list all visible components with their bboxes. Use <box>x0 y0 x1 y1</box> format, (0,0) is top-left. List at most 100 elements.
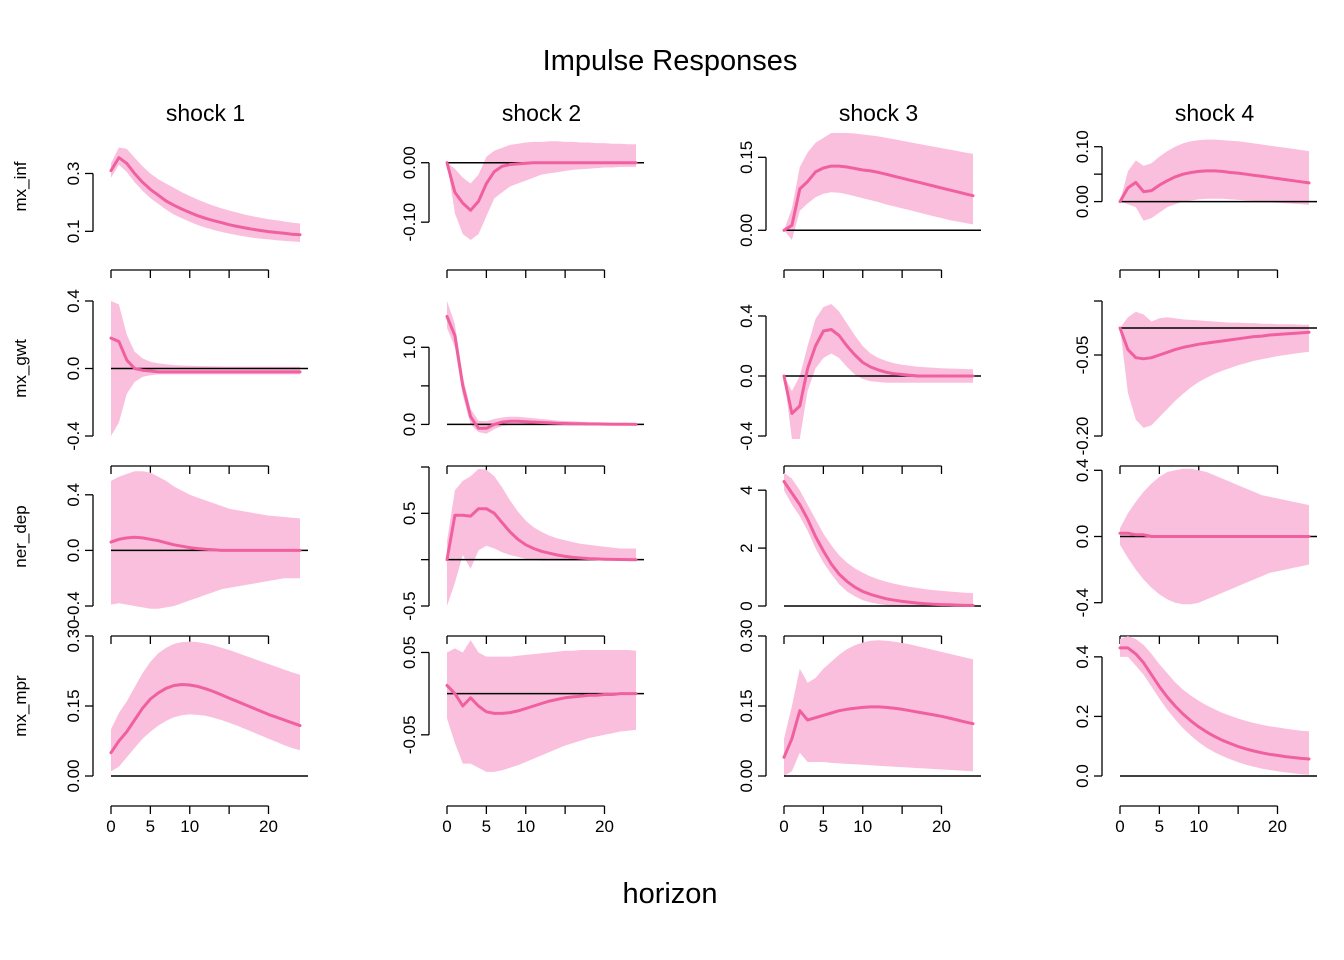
x-tick-label: 20 <box>1268 817 1287 836</box>
confidence-band <box>784 472 973 606</box>
y-tick-label: 2 <box>737 543 756 552</box>
panel: -0.4 0.0 0.4 <box>737 304 981 474</box>
confidence-band <box>447 301 636 434</box>
y-tick-label: -0.4 <box>1073 588 1092 617</box>
x-tick-label: 0 <box>442 817 451 836</box>
x-tick-label: 0 <box>1115 817 1124 836</box>
y-tick-label: 0.30 <box>737 619 756 652</box>
median-response-line <box>782 164 975 232</box>
median-response-line <box>1118 531 1311 538</box>
confidence-band <box>1120 636 1309 775</box>
panel-grid: 0.10.3-0.100.000.000.150.000.10-0.40.00.… <box>64 130 1317 836</box>
y-tick-label: -0.10 <box>400 203 419 242</box>
y-tick-label: 0.2 <box>1073 705 1092 729</box>
variable-label: mx_gwt <box>11 339 30 398</box>
y-tick-label: 0.15 <box>64 689 83 722</box>
panel: 0 2 4 <box>737 472 981 644</box>
panel: 0.00 0.10 <box>1073 130 1317 278</box>
panel: 0.00 0.15 0.30 0 5 10 20 <box>737 619 981 836</box>
confidence-band <box>1120 311 1309 428</box>
y-tick-label: 0.4 <box>1073 645 1092 669</box>
median-response-line <box>445 161 638 212</box>
median-response-line <box>1118 326 1311 361</box>
panel: -0.4 0.0 0.4 <box>64 471 308 644</box>
panel: 0.0 1.0 <box>400 301 644 474</box>
y-tick-label: 0.00 <box>400 146 419 179</box>
x-tick-label: 20 <box>259 817 278 836</box>
confidence-band <box>111 641 300 772</box>
x-tick-label: 10 <box>1189 817 1208 836</box>
y-tick-label: 0.00 <box>737 759 756 792</box>
y-tick-label: 0.15 <box>737 689 756 722</box>
median-response-line <box>782 705 975 759</box>
x-tick-label: 5 <box>819 817 828 836</box>
y-tick-label: 0.5 <box>400 502 419 526</box>
y-tick-label: 0.0 <box>1073 525 1092 549</box>
y-tick-label: 0.0 <box>737 364 756 388</box>
x-tick-label: 10 <box>516 817 535 836</box>
y-tick-label: 0.4 <box>737 304 756 328</box>
y-tick-label: 0.4 <box>1073 458 1092 482</box>
y-tick-label: -0.4 <box>737 421 756 450</box>
y-tick-label: 0.3 <box>64 162 83 186</box>
median-response-line <box>445 683 638 715</box>
panel: -0.4 0.0 0.4 <box>1073 458 1317 644</box>
median-response-line <box>109 156 302 237</box>
y-tick-label: 1.0 <box>400 335 419 359</box>
median-response-line <box>1118 646 1311 761</box>
y-tick-label: 0.0 <box>64 539 83 563</box>
variable-label: mx_mpr <box>11 675 30 737</box>
confidence-band <box>447 468 636 606</box>
x-tick-label: 20 <box>932 817 951 836</box>
median-response-line <box>109 336 302 374</box>
median-response-line <box>445 314 638 430</box>
variable-label: ner_dep <box>11 505 30 567</box>
panel: -0.20 -0.05 <box>1073 300 1317 474</box>
shock-title: shock 2 <box>502 100 581 126</box>
y-tick-label: 0.30 <box>64 619 83 652</box>
shock-title: shock 1 <box>166 100 245 126</box>
y-tick-label: 0.4 <box>64 289 83 313</box>
confidence-band <box>784 133 973 240</box>
panel: -0.05 0.05 0 5 10 20 <box>400 636 644 836</box>
shock-title: shock 4 <box>1175 100 1254 126</box>
x-tick-label: 0 <box>779 817 788 836</box>
y-tick-label: -0.4 <box>64 591 83 620</box>
median-response-line <box>782 328 975 415</box>
panel: 0.00 0.15 0.30 0 5 10 20 <box>64 619 308 836</box>
y-tick-label: -0.05 <box>400 715 419 754</box>
confidence-band <box>111 147 300 242</box>
y-tick-label: 0.00 <box>737 214 756 247</box>
y-tick-label: 0.10 <box>1073 130 1092 163</box>
confidence-band <box>111 471 300 609</box>
x-tick-label: 5 <box>1155 817 1164 836</box>
y-tick-label: 0.1 <box>64 220 83 244</box>
shock-title: shock 3 <box>839 100 918 126</box>
median-response-line <box>1118 169 1311 204</box>
median-response-line <box>109 683 302 755</box>
panel: -0.5 0.5 <box>400 466 644 644</box>
y-tick-label: 0.0 <box>64 357 83 381</box>
panel: 0.1 0.3 <box>64 147 302 278</box>
y-tick-label: -0.05 <box>1073 336 1092 375</box>
median-response-line <box>782 480 975 607</box>
median-response-line <box>109 535 302 552</box>
y-tick-label: 0.0 <box>1073 764 1092 788</box>
y-tick-label: 0 <box>737 601 756 610</box>
y-tick-label: 0.00 <box>64 759 83 792</box>
x-tick-label: 0 <box>106 817 115 836</box>
x-axis-label: horizon <box>622 878 717 910</box>
variable-label: mx_inf <box>11 161 30 211</box>
y-tick-label: 0.15 <box>737 141 756 174</box>
x-tick-label: 10 <box>180 817 199 836</box>
chart-title: Impulse Responses <box>543 45 798 77</box>
y-tick-label: -0.20 <box>1073 417 1092 456</box>
x-tick-label: 20 <box>595 817 614 836</box>
y-tick-label: -0.5 <box>400 591 419 620</box>
y-tick-label: 4 <box>737 485 756 494</box>
confidence-band <box>447 640 636 772</box>
y-tick-label: 0.05 <box>400 636 419 669</box>
y-tick-label: 0.4 <box>64 483 83 507</box>
y-tick-label: 0.0 <box>400 413 419 437</box>
